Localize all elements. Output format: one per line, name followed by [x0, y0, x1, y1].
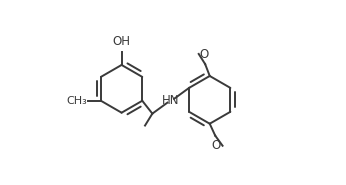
Text: O: O	[211, 139, 221, 152]
Text: O: O	[200, 48, 209, 61]
Text: HN: HN	[162, 94, 180, 107]
Text: CH₃: CH₃	[66, 96, 87, 106]
Text: OH: OH	[112, 35, 130, 48]
